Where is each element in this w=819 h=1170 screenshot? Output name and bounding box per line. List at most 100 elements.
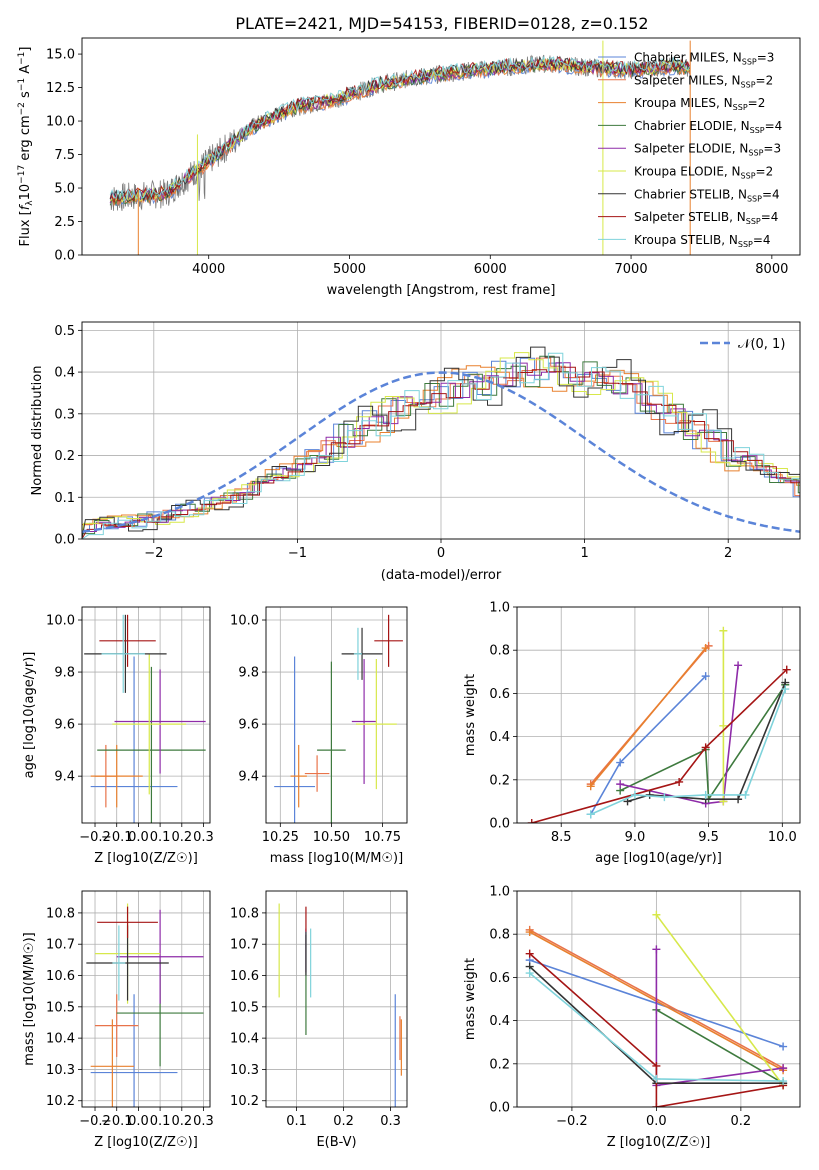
marker-salpeter_stelib xyxy=(782,665,791,674)
x-tick-label: 0.3 xyxy=(380,1114,401,1129)
y-tick-label: 9.8 xyxy=(238,666,259,681)
x-tick-label: 0.2 xyxy=(171,1114,192,1129)
y-tick-label: 10.8 xyxy=(230,906,259,921)
y-tick-label: 10.5 xyxy=(230,1000,259,1015)
x-tick-label: 0.1 xyxy=(150,830,171,845)
y-axis-label: age [log10(age/yr)] xyxy=(22,652,37,779)
histogram-kroupa_elodie xyxy=(82,352,800,539)
series-kroupa_miles xyxy=(590,647,707,787)
legend-entry: 𝒩(0, 1) xyxy=(738,337,785,352)
y-tick-label: 9.4 xyxy=(54,770,75,785)
y-tick-label: 10.8 xyxy=(46,906,75,921)
y-tick-label: 9.8 xyxy=(54,666,75,681)
y-tick-label: 0.1 xyxy=(54,491,75,506)
age-vs-mass-axes: 10.25 10.50 10.75 9.4 9.6 9.8 10.0 xyxy=(230,607,407,845)
marker-kroupa_stelib xyxy=(586,810,595,819)
mass-vs-z-plot xyxy=(86,903,204,1107)
x-tick-label: 9.0 xyxy=(625,830,646,845)
age-vs-mass-plot xyxy=(274,614,403,823)
mass-vs-ebv-axes: 0.1 0.2 0.3 10.2 10.3 10.4 10.5 10.6 10.7 10.8 xyxy=(230,891,407,1129)
y-tick-label: 10.4 xyxy=(230,1032,259,1047)
x-tick-label: 0.3 xyxy=(193,830,214,845)
x-tick-label: 0.2 xyxy=(333,1114,354,1129)
legend-entry: Kroupa MILES, NSSP=2 xyxy=(634,96,765,112)
histogram-chabrier_elodie xyxy=(82,355,800,539)
model-spectrum-kroupa_stelib xyxy=(109,55,691,202)
marker-kroupa_miles xyxy=(701,644,710,653)
x-tick-label: 5000 xyxy=(333,262,366,277)
y-axis-label: mass weight xyxy=(463,674,478,756)
legend-entry: Salpeter ELODIE, NSSP=3 xyxy=(634,142,781,158)
x-tick-label: 7000 xyxy=(615,262,648,277)
y-tick-label: 9.6 xyxy=(54,718,75,733)
mass-vs-z-axes: −0.2−0.10.0 0.1 0.2 0.3 10.2 10.3 10.4 10.5 10.6… xyxy=(46,891,214,1129)
x-tick-label: −2 xyxy=(144,546,163,561)
series-salpeter_stelib xyxy=(529,953,784,1107)
x-axis-label: Z [log10(Z/Z☉)] xyxy=(607,1135,711,1150)
x-tick-label: −0.1 xyxy=(101,830,133,845)
series-chabrier_elodie xyxy=(619,684,786,802)
weight-vs-age-plot xyxy=(527,626,791,823)
y-tick-label: 0.3 xyxy=(54,407,75,422)
weight-vs-z-frame xyxy=(516,890,801,1108)
x-tick-label: −0.2 xyxy=(79,1114,111,1129)
histogram-kroupa_stelib xyxy=(82,352,800,539)
y-tick-label: 10.0 xyxy=(46,115,75,130)
x-tick-label: 0.1 xyxy=(150,1114,171,1129)
y-tick-label: 1.0 xyxy=(489,885,510,900)
histogram-axes: −2 −1 0 1 2 0.0 0.1 0.2 0.3 0.4 0.5 xyxy=(54,322,800,561)
spectrum-frame xyxy=(81,37,801,256)
y-tick-label: 0.0 xyxy=(489,1101,510,1116)
marker-kroupa_elodie xyxy=(719,626,728,635)
normal-curve xyxy=(82,371,800,533)
weight-vs-z-plot xyxy=(525,910,788,1107)
x-tick-label: 2 xyxy=(724,546,732,561)
spectrum-legend: Chabrier MILES, NSSP=3 Salpeter MILES, NS… xyxy=(598,51,782,249)
x-tick-label: 9.5 xyxy=(698,830,719,845)
series-kroupa_stelib xyxy=(590,688,787,816)
marker-kroupa_miles xyxy=(586,782,595,791)
marker-salpeter_stelib xyxy=(675,777,684,786)
y-axis-label: mass [log10(M/M☉)] xyxy=(22,932,37,1065)
legend-entry: Chabrier MILES, NSSP=3 xyxy=(634,51,774,67)
mass-vs-z-frame xyxy=(81,890,211,1108)
marker-salpeter_stelib xyxy=(652,1061,661,1070)
marker-salpeter_elodie xyxy=(734,661,743,670)
x-tick-label: 0.2 xyxy=(731,1114,752,1129)
x-tick-label: 0.0 xyxy=(128,1114,149,1129)
x-axis-label: E(B-V) xyxy=(316,1135,356,1150)
marker-kroupa_stelib xyxy=(781,685,790,694)
x-tick-label: 10.25 xyxy=(262,830,299,845)
legend-entry: Chabrier STELIB, NSSP=4 xyxy=(634,187,780,203)
y-tick-label: 10.4 xyxy=(46,1032,75,1047)
marker-chabrier_stelib xyxy=(734,795,743,804)
y-tick-label: 5.0 xyxy=(54,182,75,197)
x-tick-label: −0.2 xyxy=(556,1114,588,1129)
x-axis-label: age [log10(age/yr)] xyxy=(595,851,722,866)
spectrum-plot xyxy=(109,40,691,255)
marker-salpeter_stelib xyxy=(525,949,534,958)
age-vs-mass-frame xyxy=(265,606,408,824)
marker-kroupa_stelib xyxy=(779,1077,788,1086)
age-vs-z-frame xyxy=(81,606,211,824)
y-tick-label: 0.4 xyxy=(54,366,75,381)
x-tick-label: −0.2 xyxy=(79,830,111,845)
legend-entry: Salpeter STELIB, NSSP=4 xyxy=(634,210,778,226)
histogram-chabrier_stelib xyxy=(82,346,800,539)
y-tick-label: 10.7 xyxy=(46,938,75,953)
y-tick-label: 10.5 xyxy=(46,1000,75,1015)
x-tick-label: 0.3 xyxy=(193,1114,214,1129)
y-tick-label: 7.5 xyxy=(54,148,75,163)
y-tick-label: 0.4 xyxy=(489,730,510,745)
x-tick-label: 0.2 xyxy=(171,830,192,845)
weight-vs-age-axes: 8.5 9.0 9.5 10.0 0.0 0.2 0.4 0.6 0.8 1.0 xyxy=(489,601,800,845)
y-tick-label: 0.8 xyxy=(489,928,510,943)
y-tick-label: 10.2 xyxy=(230,1094,259,1109)
model-spectrum-salpeter_stelib xyxy=(110,56,691,204)
y-tick-label: 0.6 xyxy=(489,687,510,702)
mass-vs-ebv-frame xyxy=(265,890,408,1108)
y-tick-label: 0.2 xyxy=(54,449,75,464)
series-salpeter_stelib xyxy=(531,669,788,823)
legend-entry: Kroupa ELODIE, NSSP=2 xyxy=(634,165,773,181)
